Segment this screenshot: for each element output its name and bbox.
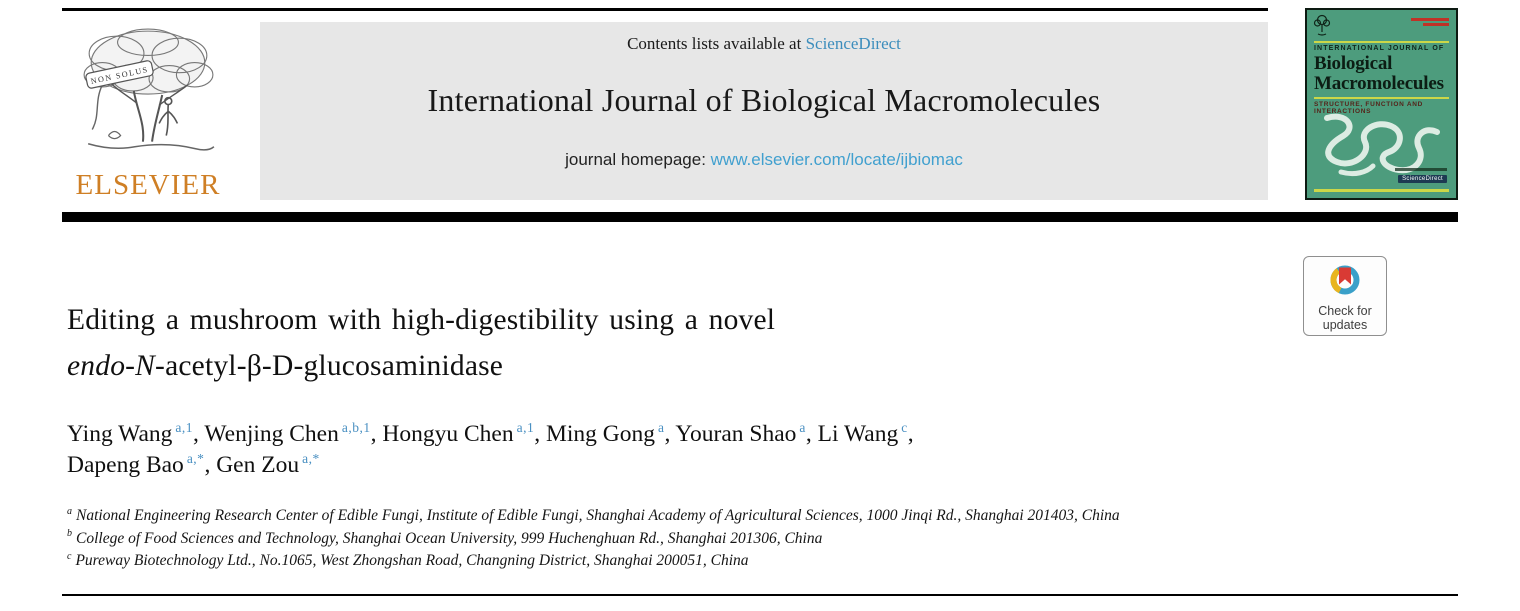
check-for-updates-badge[interactable]: Check for updates: [1303, 256, 1387, 336]
affiliation-superscript: a: [67, 505, 72, 517]
elsevier-wordmark: ELSEVIER: [75, 169, 221, 201]
affiliation-line: c Pureway Biotechnology Ltd., No.1065, We…: [67, 550, 1120, 573]
check-for-updates-icon: [1330, 265, 1360, 295]
affiliation-text: College of Food Sciences and Technology,…: [76, 529, 823, 547]
article-title-line2-italic: endo-N: [67, 350, 156, 382]
cover-rule-bottom: [1314, 189, 1449, 192]
author-name: Ying Wang: [67, 421, 173, 447]
check-badge-line2: updates: [1322, 318, 1368, 332]
author-name: Ming Gong: [545, 421, 655, 447]
elsevier-logo: NON SOLUS ELSEVIER: [64, 22, 232, 202]
homepage-line-prefix: journal homepage:: [565, 150, 711, 169]
sciencedirect-link[interactable]: ScienceDirect: [805, 34, 901, 53]
author-name: Gen Zou: [216, 452, 300, 478]
author-affiliation-superscript: a,b,1: [341, 420, 371, 436]
author-name: Dapeng Bao: [67, 452, 184, 478]
affiliation-line: b College of Food Sciences and Technology…: [67, 528, 1120, 551]
affiliation-superscript: b: [67, 528, 72, 540]
contents-line-prefix: Contents lists available at: [627, 34, 806, 53]
cover-sciencedirect-badge: ScienceDirect: [1398, 175, 1447, 183]
author-affiliation-superscript: a,*: [186, 451, 205, 467]
article-title: Editing a mushroom with high-digestibili…: [67, 297, 775, 389]
author-name: Wenjing Chen: [204, 421, 339, 447]
journal-cover-thumbnail[interactable]: INTERNATIONAL JOURNAL OF Biological Macr…: [1305, 8, 1458, 200]
affiliation-text: National Engineering Research Center of …: [76, 507, 1120, 524]
cover-issn-text-bar: [1411, 18, 1449, 21]
homepage-line: journal homepage: www.elsevier.com/locat…: [260, 150, 1268, 170]
elsevier-tree-icon: NON SOLUS: [83, 28, 215, 151]
author-affiliation-superscript: a,1: [175, 420, 194, 436]
author-list: Ying Wang a,1, Wenjing Chen a,b,1, Hongyu …: [67, 420, 914, 478]
check-badge-line1: Check for: [1318, 304, 1372, 318]
author-affiliation-superscript: a: [657, 420, 665, 436]
affiliation-line: a National Engineering Research Center of…: [67, 505, 1120, 528]
cover-molecule-ribbon: [1324, 113, 1440, 177]
article-title-line2-rest: -acetyl-β-D-glucosaminidase: [155, 350, 504, 382]
contents-line: Contents lists available at ScienceDirec…: [260, 34, 1268, 54]
cover-rule-top: [1314, 41, 1449, 43]
author-name: Youran Shao: [675, 421, 797, 447]
cover-subtitle: STRUCTURE, FUNCTION AND INTERACTIONS: [1314, 101, 1424, 115]
author-affiliation-superscript: c: [901, 420, 908, 436]
author-affiliation-superscript: a,1: [516, 420, 535, 436]
cover-elsevier-mark-icon: [1313, 14, 1331, 36]
cover-rule-mid: [1314, 97, 1449, 99]
affiliation-text: Pureway Biotechnology Ltd., No.1065, Wes…: [75, 552, 749, 569]
affiliation-superscript: c: [67, 550, 72, 562]
cover-badge-caption-bar: [1395, 168, 1447, 171]
journal-homepage-link[interactable]: www.elsevier.com/locate/ijbiomac: [710, 150, 963, 169]
author-name: Hongyu Chen: [382, 421, 514, 447]
author-name: Li Wang: [817, 421, 899, 447]
cover-kicker: INTERNATIONAL JOURNAL OF: [1314, 45, 1445, 52]
journal-masthead: Contents lists available at ScienceDirec…: [260, 22, 1268, 200]
article-title-line1: Editing a mushroom with high-digestibili…: [67, 304, 776, 336]
cover-volume-text-bar: [1423, 23, 1449, 26]
affiliation-list: a National Engineering Research Center of…: [67, 505, 1120, 573]
journal-title: International Journal of Biological Macr…: [427, 82, 1101, 118]
author-affiliation-superscript: a,*: [302, 451, 320, 467]
cover-journal-title: Biological Macromolecules: [1314, 54, 1444, 94]
section-divider-rule: [62, 594, 1458, 596]
header-top-rule: [62, 8, 1268, 11]
cover-title-line2: Macromolecules: [1314, 73, 1444, 94]
header-divider-rule: [62, 212, 1458, 222]
check-badge-text: Check for updates: [1304, 304, 1386, 332]
cover-title-line1: Biological: [1314, 53, 1393, 74]
author-affiliation-superscript: a: [799, 420, 806, 436]
